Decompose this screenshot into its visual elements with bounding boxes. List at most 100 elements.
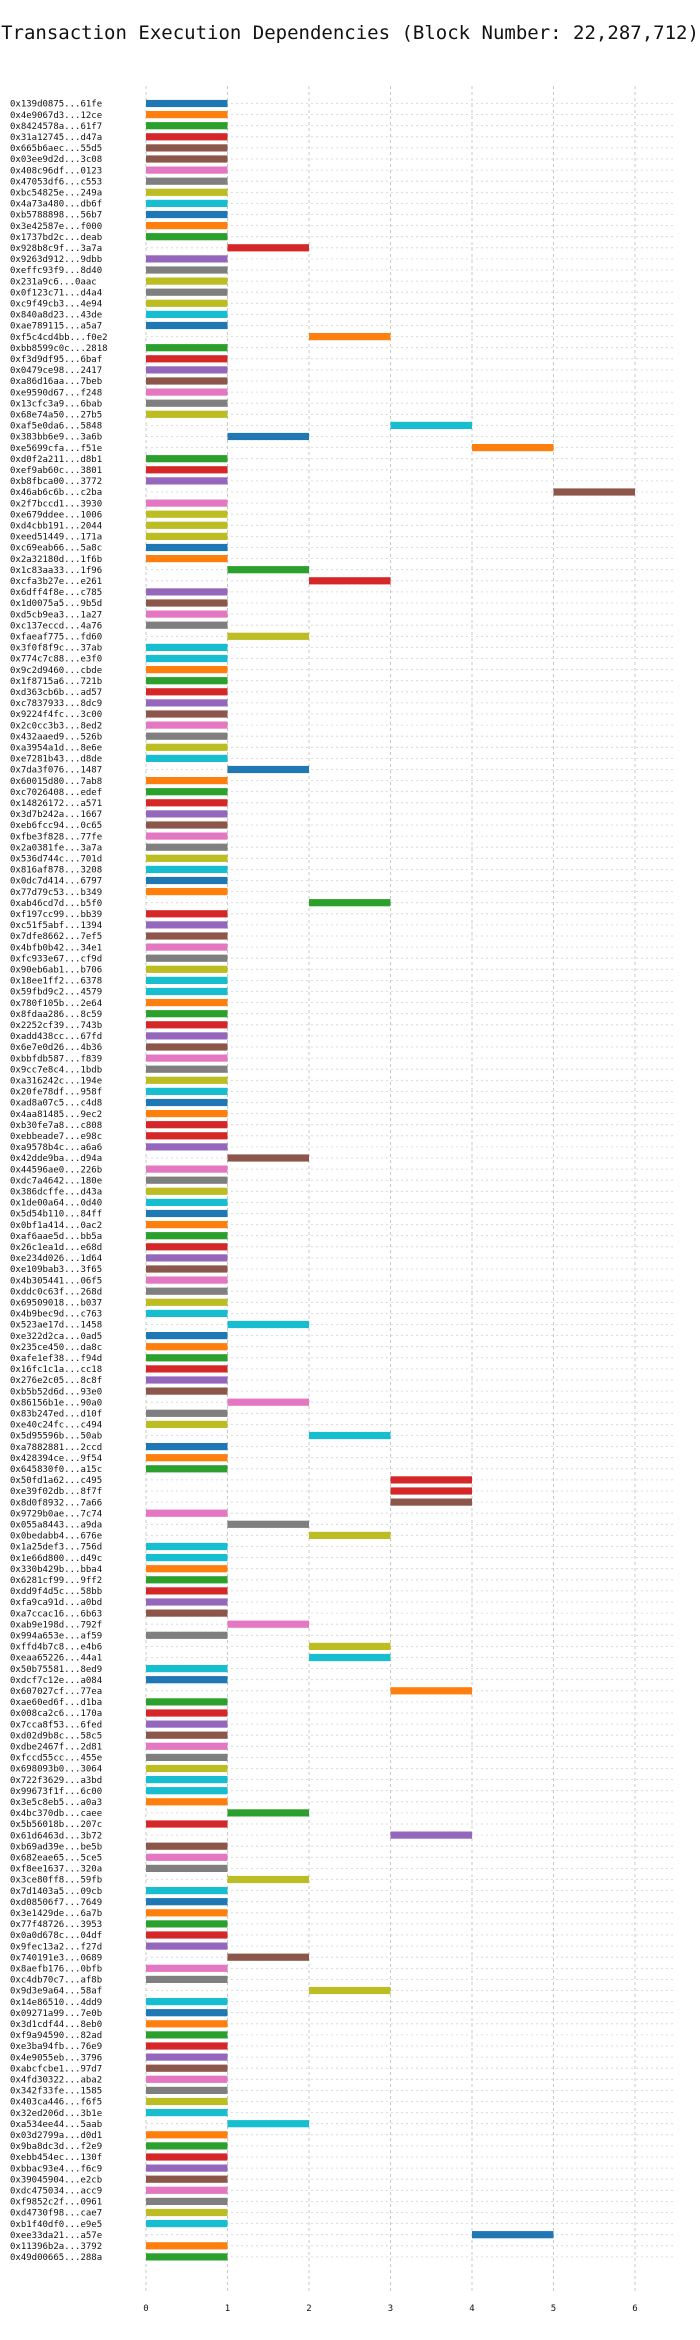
bar <box>146 1010 228 1018</box>
bar <box>146 521 228 529</box>
y-tick-label: 0x4b9bec9d...c763 <box>10 1310 102 1320</box>
bar <box>227 432 309 441</box>
y-tick-label: 0xb5788898...56b7 <box>10 211 102 221</box>
y-tick-label: 0xabcfcbe1...97d7 <box>10 2064 102 2074</box>
y-tick-label: 0x13cfc3a9...6bab <box>10 399 102 409</box>
y-tick-label: 0x3d1cdf44...8eb0 <box>10 2020 102 2030</box>
y-tick-label: 0x26c1ea1d...e68d <box>10 1243 102 1253</box>
y-tick-label: 0xe5699cfa...f51e <box>10 444 102 454</box>
bar <box>390 1831 472 1839</box>
y-tick-label: 0x428394ce...9f54 <box>10 1454 102 1464</box>
bar <box>146 621 228 629</box>
y-tick-label: 0xdcf7c12e...a084 <box>10 1676 102 1686</box>
bar <box>390 421 472 429</box>
y-tick-label: 0x403ca446...f6f5 <box>10 2098 102 2108</box>
y-tick-label: 0x330b429b...bba4 <box>10 1565 102 1575</box>
bar <box>146 1354 228 1362</box>
y-tick-label: 0x8424578a...61f7 <box>10 122 102 132</box>
y-tick-label: 0x7da3f076...1487 <box>10 766 102 776</box>
bar <box>146 144 228 152</box>
y-tick-label: 0x139d0875...61fe <box>10 100 102 110</box>
y-tick-label: 0x3e1429de...6a7b <box>10 1909 102 1919</box>
y-tick-label: 0xab9e198d...792f <box>10 1620 102 1630</box>
bar <box>146 854 228 862</box>
y-tick-label: 0x5b56018b...207c <box>10 1820 102 1830</box>
bar <box>146 177 228 185</box>
bar <box>146 532 228 540</box>
bar <box>146 1542 228 1551</box>
y-tick-label: 0x536d744c...701d <box>10 855 102 865</box>
bar <box>146 1132 228 1140</box>
bar <box>146 1187 228 1195</box>
y-tick-label: 0xfbe3f828...77fe <box>10 832 102 842</box>
bar <box>390 1498 472 1506</box>
bar <box>146 1720 228 1728</box>
bar <box>146 1276 228 1284</box>
bar <box>146 2197 228 2205</box>
y-tick-label: 0x9cc7e8c4...1bdb <box>10 1065 102 1075</box>
y-tick-label: 0x1737bd2c...deab <box>10 233 102 243</box>
bar <box>146 921 228 929</box>
y-tick-label: 0x11396b2a...3792 <box>10 2242 102 2252</box>
bar <box>390 1487 472 1495</box>
bar <box>146 1043 228 1051</box>
y-tick-label: 0x4e9055eb...3796 <box>10 2053 102 2063</box>
bar <box>146 1931 228 1939</box>
y-tick-label: 0x18ee1ff2...6378 <box>10 977 102 987</box>
bar <box>146 599 228 607</box>
bar <box>309 899 391 907</box>
y-tick-label: 0x1d0075a5...9b5d <box>10 599 102 609</box>
y-tick-label: 0xe9590d67...f248 <box>10 388 102 398</box>
bar <box>227 1620 309 1628</box>
y-tick-label: 0xfa9ca91d...a0bd <box>10 1598 102 1608</box>
y-tick-label: 0x9263d912...9dbb <box>10 255 102 265</box>
bar <box>146 1787 228 1795</box>
y-tick-label: 0x46ab6c6b...c2ba <box>10 488 102 498</box>
y-tick-label: 0xafe1ef38...f94d <box>10 1354 102 1364</box>
y-tick-label: 0xdc7a4642...180e <box>10 1176 102 1186</box>
y-tick-label: 0x4bfb0b42...34e1 <box>10 943 102 953</box>
y-tick-label: 0x50fd1a62...c495 <box>10 1476 102 1486</box>
y-tick-label: 0x6281cf99...9ff2 <box>10 1576 102 1586</box>
bar <box>146 2242 228 2250</box>
bar <box>146 399 228 407</box>
bar <box>146 2253 228 2261</box>
bar <box>146 721 228 729</box>
y-tick-label: 0xb1f40df0...e9e5 <box>10 2220 102 2230</box>
bar <box>146 1287 228 1295</box>
bar <box>146 754 228 762</box>
y-tick-label: 0xef9ab60c...3801 <box>10 466 102 476</box>
bar <box>309 1986 391 1995</box>
bar <box>146 999 228 1007</box>
y-tick-label: 0x607027cf...77ea <box>10 1687 102 1697</box>
bar <box>146 1998 228 2006</box>
y-tick-label: 0x5d95596b...50ab <box>10 1432 102 1442</box>
y-tick-label: 0xae60ed6f...d1ba <box>10 1698 102 1708</box>
y-tick-label: 0x408c96df...0123 <box>10 166 102 176</box>
y-tick-label: 0x4a73a480...db6f <box>10 200 102 210</box>
bar <box>146 943 228 951</box>
y-tick-label: 0xf197cc99...bb39 <box>10 910 102 920</box>
y-tick-label: 0xa9578b4c...a6a6 <box>10 1143 102 1153</box>
bar <box>227 566 309 574</box>
y-tick-label: 0xdd9f4d5c...58bb <box>10 1587 102 1597</box>
y-tick-label: 0x9ba8dc3d...f2e9 <box>10 2142 102 2152</box>
bar <box>146 133 228 141</box>
y-tick-label: 0xe40c24fc...c494 <box>10 1421 102 1431</box>
bar <box>146 1065 228 1073</box>
y-tick-label: 0xd02d9b8c...58c5 <box>10 1731 102 1741</box>
bar <box>146 1021 228 1029</box>
y-tick-label: 0x86156b1e...90a0 <box>10 1398 102 1408</box>
y-tick-label: 0x008ca2c6...170a <box>10 1709 102 1719</box>
bar <box>146 510 228 518</box>
bar <box>146 1554 228 1562</box>
bar <box>146 865 228 873</box>
bar <box>146 2097 228 2106</box>
y-tick-label: 0xf5c4cd4bb...f0e2 <box>10 333 108 343</box>
y-tick-label: 0xf9a94590...82ad <box>10 2031 102 2041</box>
y-tick-label: 0x3e42587e...f000 <box>10 222 102 232</box>
bar <box>146 1709 228 1717</box>
y-tick-label: 0xb5b52d6d...93e0 <box>10 1387 102 1397</box>
bar <box>146 1176 228 1184</box>
y-tick-label: 0x840a8d23...43de <box>10 311 102 321</box>
